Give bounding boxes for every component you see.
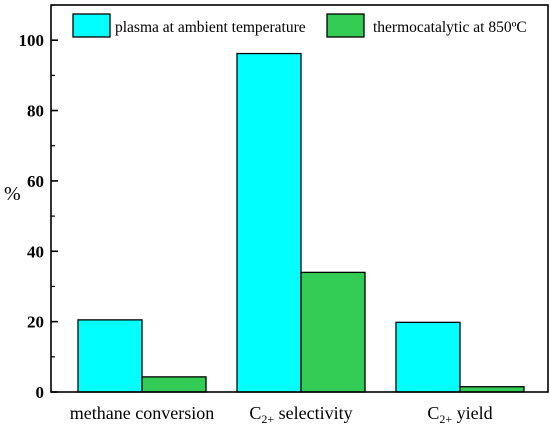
legend-swatch-series1 [72,13,111,38]
y-tick-label: 80 [27,102,44,121]
plot-frame [50,4,549,393]
bar-series1-1 [236,52,302,393]
bar-series1-2 [395,321,461,393]
y-tick-label: 60 [27,172,44,191]
y-tick-label: 40 [27,242,44,261]
legend: plasma at ambient temperature thermocatal… [72,13,527,38]
x-category-label: methane conversion [70,403,214,423]
y-axis-label: % [4,183,21,205]
x-category-label: C2+ yield [427,403,492,426]
y-tick-label: 0 [36,383,45,402]
bars-layer [77,52,525,393]
legend-label-series2: thermocatalytic at 850ºC [373,19,527,36]
legend-swatch-series2 [326,13,365,38]
bar-series1-0 [77,319,143,393]
bar-series2-1 [300,271,366,393]
axes-layer: 0 20 40 60 80 100 methane conversion C2+ select… [19,4,549,426]
bar-series2-0 [141,376,207,393]
y-tick-label: 20 [27,313,44,332]
legend-label-series1: plasma at ambient temperature [115,19,306,36]
y-tick-label: 100 [19,31,45,50]
x-category-label: C2+ selectivity [249,403,352,426]
